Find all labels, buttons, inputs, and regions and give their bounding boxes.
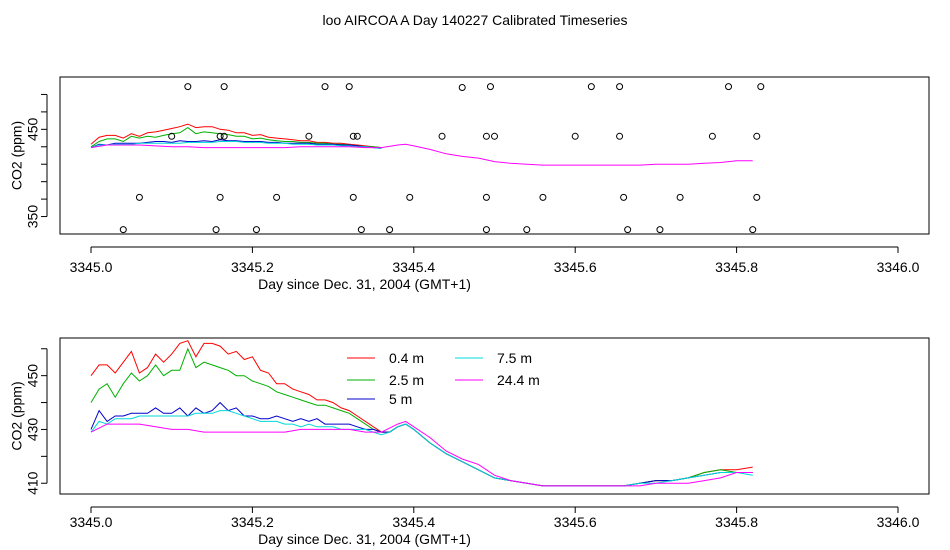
data-point <box>321 83 329 91</box>
data-point <box>491 132 498 140</box>
legend-label: 24.4 m <box>497 372 540 388</box>
legend: 0.4 m 2.5 m 5 m 7.5 m 24.4 m <box>347 350 540 407</box>
series-line-1 <box>90 347 753 487</box>
y-axis-label: CO2 (ppm) <box>9 381 25 450</box>
x-axis-label: Day since Dec. 31, 2004 (GMT+1) <box>258 531 471 547</box>
x-tick-label: 3345.4 <box>392 514 435 530</box>
data-point <box>220 132 228 140</box>
y-tick-label: 450 <box>25 364 41 388</box>
plot-frame <box>59 76 930 235</box>
data-point <box>656 226 664 234</box>
y-axis-label: CO2 (ppm) <box>9 121 25 190</box>
x-tick-label: 3345.8 <box>715 259 758 275</box>
x-tick-label: 3346.0 <box>877 259 920 275</box>
figure-title: loo AIRCOA A Day 140227 Calibrated Times… <box>322 12 627 28</box>
legend-label: 7.5 m <box>497 350 532 366</box>
series-line-4 <box>90 143 753 166</box>
x-tick-label: 3346.0 <box>877 514 920 530</box>
x-tick-label: 3345.6 <box>554 514 597 530</box>
data-point <box>345 83 353 91</box>
data-point <box>458 83 466 91</box>
series-line-4 <box>90 420 753 487</box>
plot-frame <box>59 337 930 495</box>
data-point <box>708 132 716 140</box>
legend-label: 2.5 m <box>389 372 424 388</box>
data-point <box>616 83 624 91</box>
data-point <box>482 132 490 140</box>
data-point <box>571 132 579 140</box>
data-point <box>135 193 143 201</box>
data-point <box>620 193 628 201</box>
series-line-3 <box>90 141 382 149</box>
data-point <box>406 193 414 201</box>
data-point <box>349 193 357 201</box>
data-point <box>482 193 490 201</box>
data-point <box>523 226 531 234</box>
data-point <box>725 83 733 91</box>
data-point <box>539 193 547 201</box>
data-point <box>386 226 394 234</box>
data-point <box>184 83 192 91</box>
data-point <box>624 226 632 234</box>
legend-label: 0.4 m <box>389 350 424 366</box>
data-point <box>438 132 446 140</box>
x-tick-label: 3345.2 <box>231 259 274 275</box>
data-point <box>216 132 224 140</box>
data-point <box>353 132 361 140</box>
x-tick-label: 3345.4 <box>392 259 435 275</box>
y-tick-label: 430 <box>25 418 41 442</box>
data-point <box>757 83 765 91</box>
data-point <box>587 83 595 91</box>
series-line-3 <box>90 410 753 487</box>
x-axis-label: Day since Dec. 31, 2004 (GMT+1) <box>258 276 471 292</box>
data-point <box>616 132 624 140</box>
data-point <box>486 83 494 91</box>
x-tick-label: 3345.2 <box>231 514 274 530</box>
data-point <box>357 226 365 234</box>
x-tick-label: 3345.0 <box>70 259 113 275</box>
data-point <box>753 132 761 140</box>
data-point <box>482 226 490 234</box>
series-line-0 <box>90 123 382 149</box>
y-tick-label: 410 <box>25 471 41 495</box>
x-tick-label: 3345.8 <box>715 514 758 530</box>
data-point <box>305 132 313 140</box>
data-point <box>273 193 281 201</box>
data-point <box>349 132 357 140</box>
data-point <box>216 193 224 201</box>
data-point <box>753 193 761 201</box>
top-panel: 3345.0 3345.2 3345.4 3345.6 3345.8 3346.0 Day … <box>9 76 930 292</box>
data-point <box>220 83 228 91</box>
data-point <box>676 193 684 201</box>
y-tick-label: 350 <box>25 205 41 229</box>
legend-label: 5 m <box>389 391 412 407</box>
data-point <box>749 226 757 234</box>
x-tick-label: 3345.0 <box>70 514 113 530</box>
data-point <box>212 226 220 234</box>
data-point <box>252 226 260 234</box>
bottom-panel: 3345.0 3345.2 3345.4 3345.6 3345.8 3346.0 Day … <box>9 337 930 547</box>
data-point <box>168 132 176 140</box>
x-tick-label: 3345.6 <box>554 259 597 275</box>
data-point <box>119 226 127 234</box>
y-tick-label: 450 <box>25 117 41 141</box>
